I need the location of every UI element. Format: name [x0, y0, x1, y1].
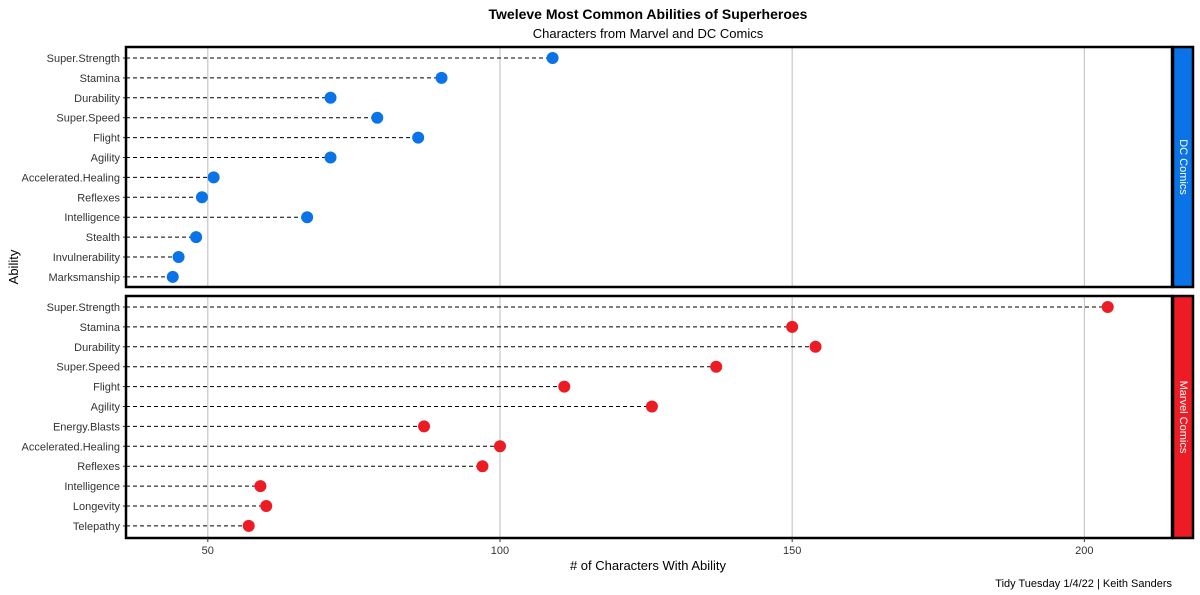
data-point	[371, 111, 384, 124]
data-point	[1101, 301, 1114, 313]
data-point	[172, 251, 185, 263]
y-tick-label: Invulnerability	[53, 252, 121, 264]
data-point	[476, 460, 489, 473]
x-tick-label: 50	[202, 545, 214, 557]
y-axis-title: Ability	[6, 249, 21, 284]
data-point	[207, 171, 220, 184]
y-tick-label: Intelligence	[64, 212, 120, 224]
y-tick-label: Agility	[91, 402, 121, 414]
chart-caption: Tidy Tuesday 1/4/22 | Keith Sanders	[995, 578, 1172, 590]
panel-border	[124, 45, 1174, 289]
data-point	[546, 52, 559, 64]
y-tick-label: Accelerated.Healing	[22, 172, 120, 184]
y-tick-label: Stamina	[80, 322, 121, 334]
data-point	[710, 360, 723, 373]
facet-strip-label: DC Comics	[1177, 139, 1189, 195]
facet-strip	[1171, 45, 1195, 289]
y-tick-label: Longevity	[73, 501, 121, 513]
data-point	[645, 400, 658, 413]
y-tick-label: Super.Strength	[47, 53, 120, 65]
y-tick-label: Telepathy	[73, 521, 121, 533]
chart-subtitle: Characters from Marvel and DC Comics	[533, 26, 764, 41]
x-axis: 50 100 150 200	[202, 538, 1094, 557]
panel-dc-comics: Super.Strength Stamina Durability Super.Spe…	[22, 45, 1195, 289]
data-point	[418, 420, 431, 433]
data-point	[195, 191, 208, 204]
y-tick-label: Accelerated.Healing	[22, 441, 120, 453]
panel-border	[124, 294, 1174, 540]
panels: Super.Strength Stamina Durability Super.Spe…	[22, 45, 1195, 540]
y-tick-label: Agility	[91, 153, 121, 165]
data-point	[260, 500, 273, 512]
y-tick-label: Flight	[93, 382, 120, 394]
data-point	[166, 270, 179, 283]
y-tick-label: Super.Speed	[56, 362, 120, 374]
data-point	[412, 131, 425, 144]
data-point	[254, 480, 267, 493]
x-tick-label: 100	[491, 545, 509, 557]
y-tick-label: Durability	[74, 93, 120, 105]
facet-strip	[1171, 294, 1195, 540]
panel-marvel-comics: Super.Strength Stamina Durability Super.Spe…	[22, 294, 1195, 540]
y-tick-label: Super.Speed	[56, 113, 120, 125]
data-point	[190, 231, 203, 244]
data-point	[786, 320, 799, 333]
data-point	[809, 340, 822, 353]
data-point	[242, 519, 255, 532]
data-point	[435, 71, 448, 84]
y-tick-label: Reflexes	[77, 461, 120, 473]
x-axis-title: # of Characters With Ability	[570, 558, 727, 573]
y-tick-label: Reflexes	[77, 192, 120, 204]
data-point	[324, 151, 337, 164]
data-point	[493, 440, 506, 453]
data-point	[301, 211, 314, 224]
y-tick-label: Durability	[74, 342, 120, 354]
y-tick-label: Energy.Blasts	[53, 421, 121, 433]
y-tick-label: Marksmanship	[48, 272, 120, 284]
chart-title: Tweleve Most Common Abilities of Superhe…	[489, 6, 808, 22]
y-tick-label: Stealth	[86, 232, 120, 244]
x-tick-label: 150	[783, 545, 801, 557]
y-tick-label: Super.Strength	[47, 302, 120, 314]
y-tick-label: Stamina	[80, 73, 121, 85]
y-tick-label: Flight	[93, 133, 120, 145]
facet-strip-label: Marvel Comics	[1177, 381, 1189, 454]
y-tick-label: Intelligence	[64, 481, 120, 493]
x-tick-label: 200	[1075, 545, 1093, 557]
data-point	[558, 380, 571, 393]
data-point	[324, 91, 337, 104]
